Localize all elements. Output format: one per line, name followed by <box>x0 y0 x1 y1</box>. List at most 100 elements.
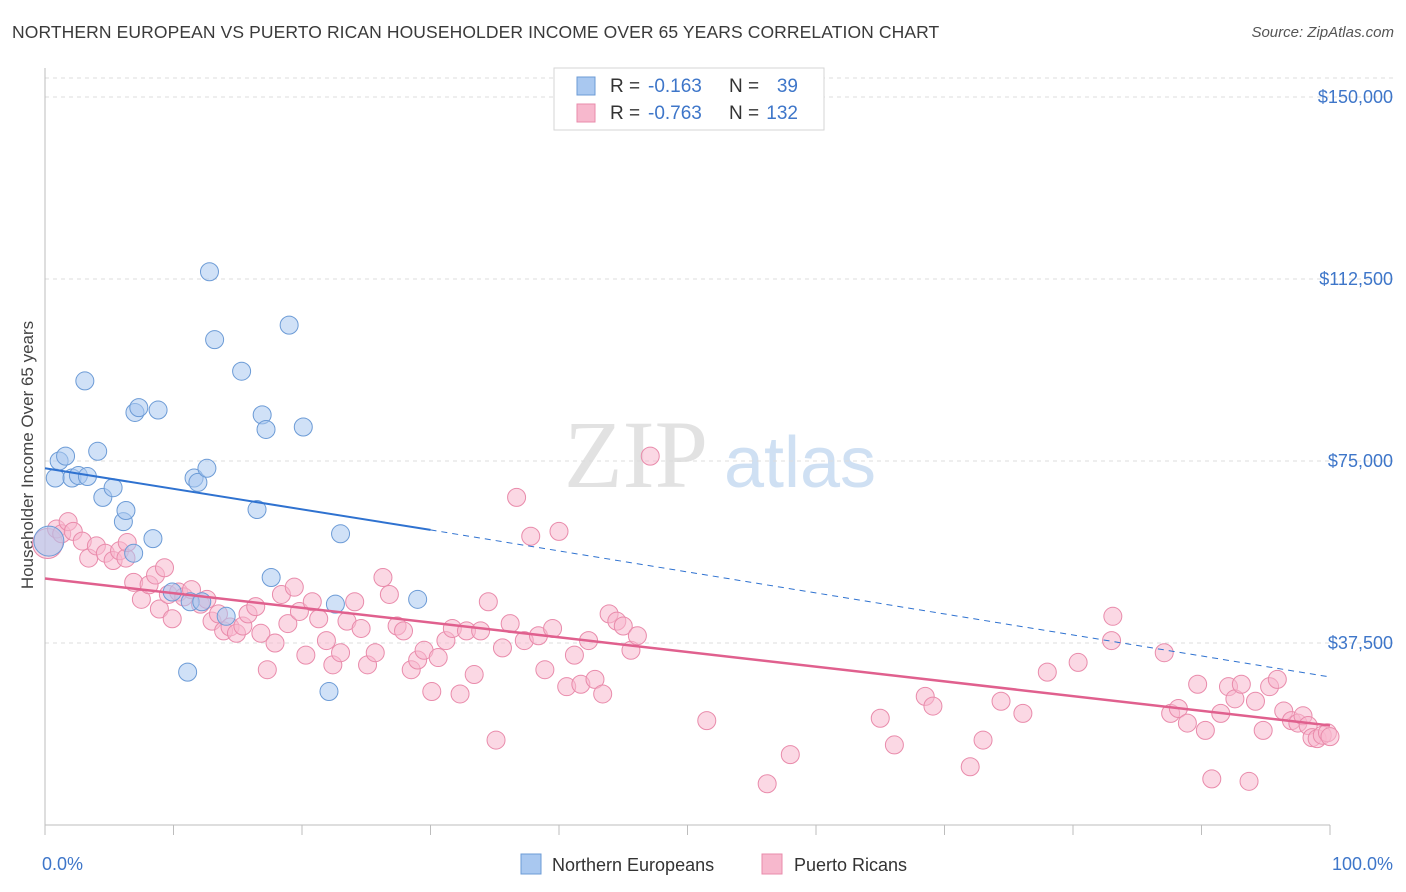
northern-europeans-point <box>256 419 276 439</box>
y-tick-label: $37,500 <box>1328 633 1393 653</box>
puerto-ricans-point <box>284 577 304 597</box>
puerto-ricans-point <box>450 684 470 704</box>
northern-europeans-point <box>205 330 225 350</box>
puerto-ricans-point <box>265 633 285 653</box>
puerto-ricans-point <box>251 623 271 643</box>
northern-europeans-point <box>199 262 219 282</box>
puerto-ricans-point <box>923 696 943 716</box>
puerto-ricans-point <box>394 621 414 641</box>
puerto-ricans-point <box>1068 652 1088 672</box>
puerto-ricans-point <box>428 648 448 668</box>
northern-europeans-points <box>33 262 428 702</box>
northern-europeans-point <box>75 371 95 391</box>
puerto-ricans-point <box>780 745 800 765</box>
northern-europeans-point <box>124 543 144 563</box>
legend-r-value-pink: -0.763 <box>648 103 702 124</box>
bottom-legend-label-blue: Northern Europeans <box>552 855 714 875</box>
northern-europeans-point <box>88 441 108 461</box>
puerto-ricans-point <box>302 592 322 612</box>
northern-europeans-point <box>293 417 313 437</box>
northern-europeans-point <box>408 589 428 609</box>
legend-n-value-pink: 132 <box>766 103 798 124</box>
northern-europeans-point <box>331 524 351 544</box>
puerto-ricans-point <box>1037 662 1057 682</box>
puerto-ricans-point <box>345 592 365 612</box>
puerto-ricans-point <box>351 618 371 638</box>
grid <box>45 77 1394 644</box>
puerto-ricans-point <box>640 446 660 466</box>
northern-europeans-point <box>33 525 65 557</box>
x-tick-label-max: 100.0% <box>1332 854 1393 874</box>
puerto-ricans-point <box>1231 674 1251 694</box>
puerto-ricans-point <box>1320 727 1340 747</box>
watermark-zip: ZIP <box>564 401 708 508</box>
puerto-ricans-point <box>1195 720 1215 740</box>
y-tick-label: $75,000 <box>1328 451 1393 471</box>
puerto-ricans-point <box>149 599 169 619</box>
northern-europeans-trend-line <box>44 467 431 531</box>
legend-swatch-pink <box>576 103 596 123</box>
bottom-legend-swatch-pink <box>761 853 783 875</box>
puerto-ricans-point <box>246 597 266 617</box>
puerto-ricans-point <box>585 669 605 689</box>
northern-europeans-point <box>279 315 299 335</box>
legend-r-value-blue: -0.163 <box>648 76 702 97</box>
puerto-ricans-point <box>991 691 1011 711</box>
northern-europeans-point <box>319 682 339 702</box>
northern-europeans-trend-extension <box>430 529 1331 678</box>
puerto-ricans-point <box>1013 703 1033 723</box>
puerto-ricans-point <box>478 592 498 612</box>
puerto-ricans-point <box>316 631 336 651</box>
northern-europeans-point <box>178 662 198 682</box>
puerto-ricans-trend-line <box>44 577 1331 727</box>
puerto-ricans-point <box>564 645 584 665</box>
northern-europeans-point <box>116 501 136 521</box>
puerto-ricans-point <box>464 665 484 685</box>
legend-n-value-blue: 39 <box>777 76 798 97</box>
puerto-ricans-point <box>1177 713 1197 733</box>
trend-lines <box>44 467 1331 727</box>
northern-europeans-point <box>129 398 149 418</box>
watermark: ZIP atlas <box>564 401 876 508</box>
puerto-ricans-point <box>162 609 182 629</box>
northern-europeans-point <box>232 361 252 381</box>
puerto-ricans-point <box>757 774 777 794</box>
puerto-ricans-point <box>960 757 980 777</box>
northern-europeans-point <box>197 458 217 478</box>
puerto-ricans-point <box>471 621 491 641</box>
puerto-ricans-point <box>257 660 277 680</box>
puerto-ricans-point <box>1103 606 1123 626</box>
puerto-ricans-point <box>535 660 555 680</box>
puerto-ricans-point <box>613 616 633 636</box>
puerto-ricans-point <box>155 558 175 578</box>
bottom-legend: Northern Europeans Puerto Ricans <box>520 853 907 875</box>
bottom-legend-swatch-blue <box>520 853 542 875</box>
puerto-ricans-point <box>331 643 351 663</box>
northern-europeans-point <box>247 500 267 520</box>
puerto-ricans-point <box>422 682 442 702</box>
puerto-ricans-point <box>870 708 890 728</box>
axes: $37,500 $75,000 $112,500 $150,000 0.0% 100.0% <box>42 68 1393 874</box>
legend-r-label-pink: R = <box>610 103 640 124</box>
puerto-ricans-point <box>1202 769 1222 789</box>
legend-box: R = -0.163 N = 39 R = -0.763 N = 132 <box>553 67 825 131</box>
puerto-ricans-point <box>697 711 717 731</box>
puerto-ricans-point <box>373 567 393 587</box>
puerto-ricans-point <box>1102 631 1122 651</box>
puerto-ricans-point <box>365 643 385 663</box>
x-tick-label-min: 0.0% <box>42 854 83 874</box>
puerto-ricans-point <box>1253 720 1273 740</box>
puerto-ricans-point <box>973 730 993 750</box>
puerto-ricans-point <box>627 626 647 646</box>
legend-n-label-blue: N = <box>729 76 759 97</box>
y-tick-label: $112,500 <box>1319 269 1393 289</box>
bottom-legend-label-pink: Puerto Ricans <box>794 855 907 875</box>
puerto-ricans-point <box>1267 669 1287 689</box>
northern-europeans-point <box>56 446 76 466</box>
puerto-ricans-point <box>1239 771 1259 791</box>
northern-europeans-point <box>325 594 345 614</box>
chart-title: NORTHERN EUROPEAN VS PUERTO RICAN HOUSEH… <box>12 22 940 42</box>
legend-swatch-blue <box>576 76 596 96</box>
puerto-ricans-point <box>521 526 541 546</box>
